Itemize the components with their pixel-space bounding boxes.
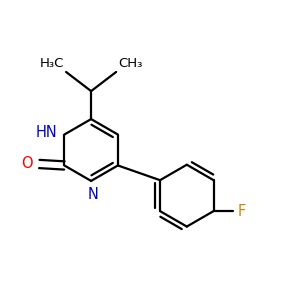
Text: N: N [87,188,98,202]
Text: CH₃: CH₃ [118,57,143,70]
Text: HN: HN [35,125,57,140]
Text: F: F [238,204,246,219]
Text: H₃C: H₃C [39,57,64,70]
Text: O: O [21,157,33,172]
